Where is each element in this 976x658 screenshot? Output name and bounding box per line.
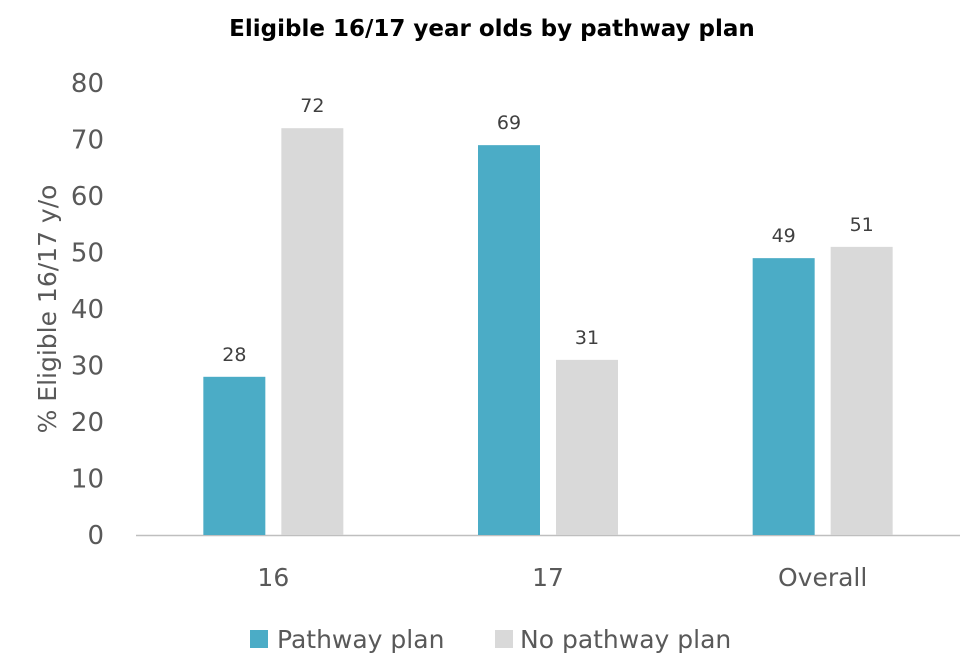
data-label: 28 <box>222 344 246 366</box>
y-tick-label: 60 <box>71 182 104 212</box>
y-tick-label: 50 <box>71 239 104 269</box>
y-axis-ticks: 0 10 20 30 40 50 60 70 80 <box>71 69 104 551</box>
y-tick-label: 30 <box>71 352 104 382</box>
bar-no-pathway-plan-17 <box>556 359 618 535</box>
legend-swatch <box>495 630 513 648</box>
chart-title: Eligible 16/17 year olds by pathway plan <box>229 16 755 42</box>
y-tick-label: 20 <box>71 408 104 438</box>
data-label: 31 <box>575 327 599 349</box>
data-label: 49 <box>772 225 796 247</box>
bars-group: 28 72 69 31 49 51 <box>203 95 893 535</box>
bar-no-pathway-plan-overall <box>830 246 893 535</box>
y-tick-label: 0 <box>87 521 104 551</box>
data-label: 72 <box>300 95 324 117</box>
x-tick-label: 17 <box>532 563 564 592</box>
legend-swatch <box>250 630 268 648</box>
legend: Pathway plan No pathway plan <box>250 625 731 654</box>
bar-pathway-plan-overall <box>752 258 815 535</box>
legend-label: Pathway plan <box>277 625 444 654</box>
bar-pathway-plan-17 <box>478 145 540 535</box>
y-tick-label: 70 <box>71 126 104 156</box>
bar-pathway-plan-16 <box>203 376 266 535</box>
x-tick-label: 16 <box>257 563 289 592</box>
legend-label: No pathway plan <box>520 625 731 654</box>
y-axis-title: % Eligible 16/17 y/o <box>33 185 62 434</box>
x-tick-label: Overall <box>778 563 867 592</box>
data-label: 69 <box>497 112 521 134</box>
x-axis-labels: 16 17 Overall <box>257 563 867 592</box>
data-label: 51 <box>850 214 874 236</box>
y-tick-label: 40 <box>71 295 104 325</box>
bar-no-pathway-plan-16 <box>281 128 344 535</box>
y-tick-label: 10 <box>71 465 104 495</box>
y-tick-label: 80 <box>71 69 104 99</box>
